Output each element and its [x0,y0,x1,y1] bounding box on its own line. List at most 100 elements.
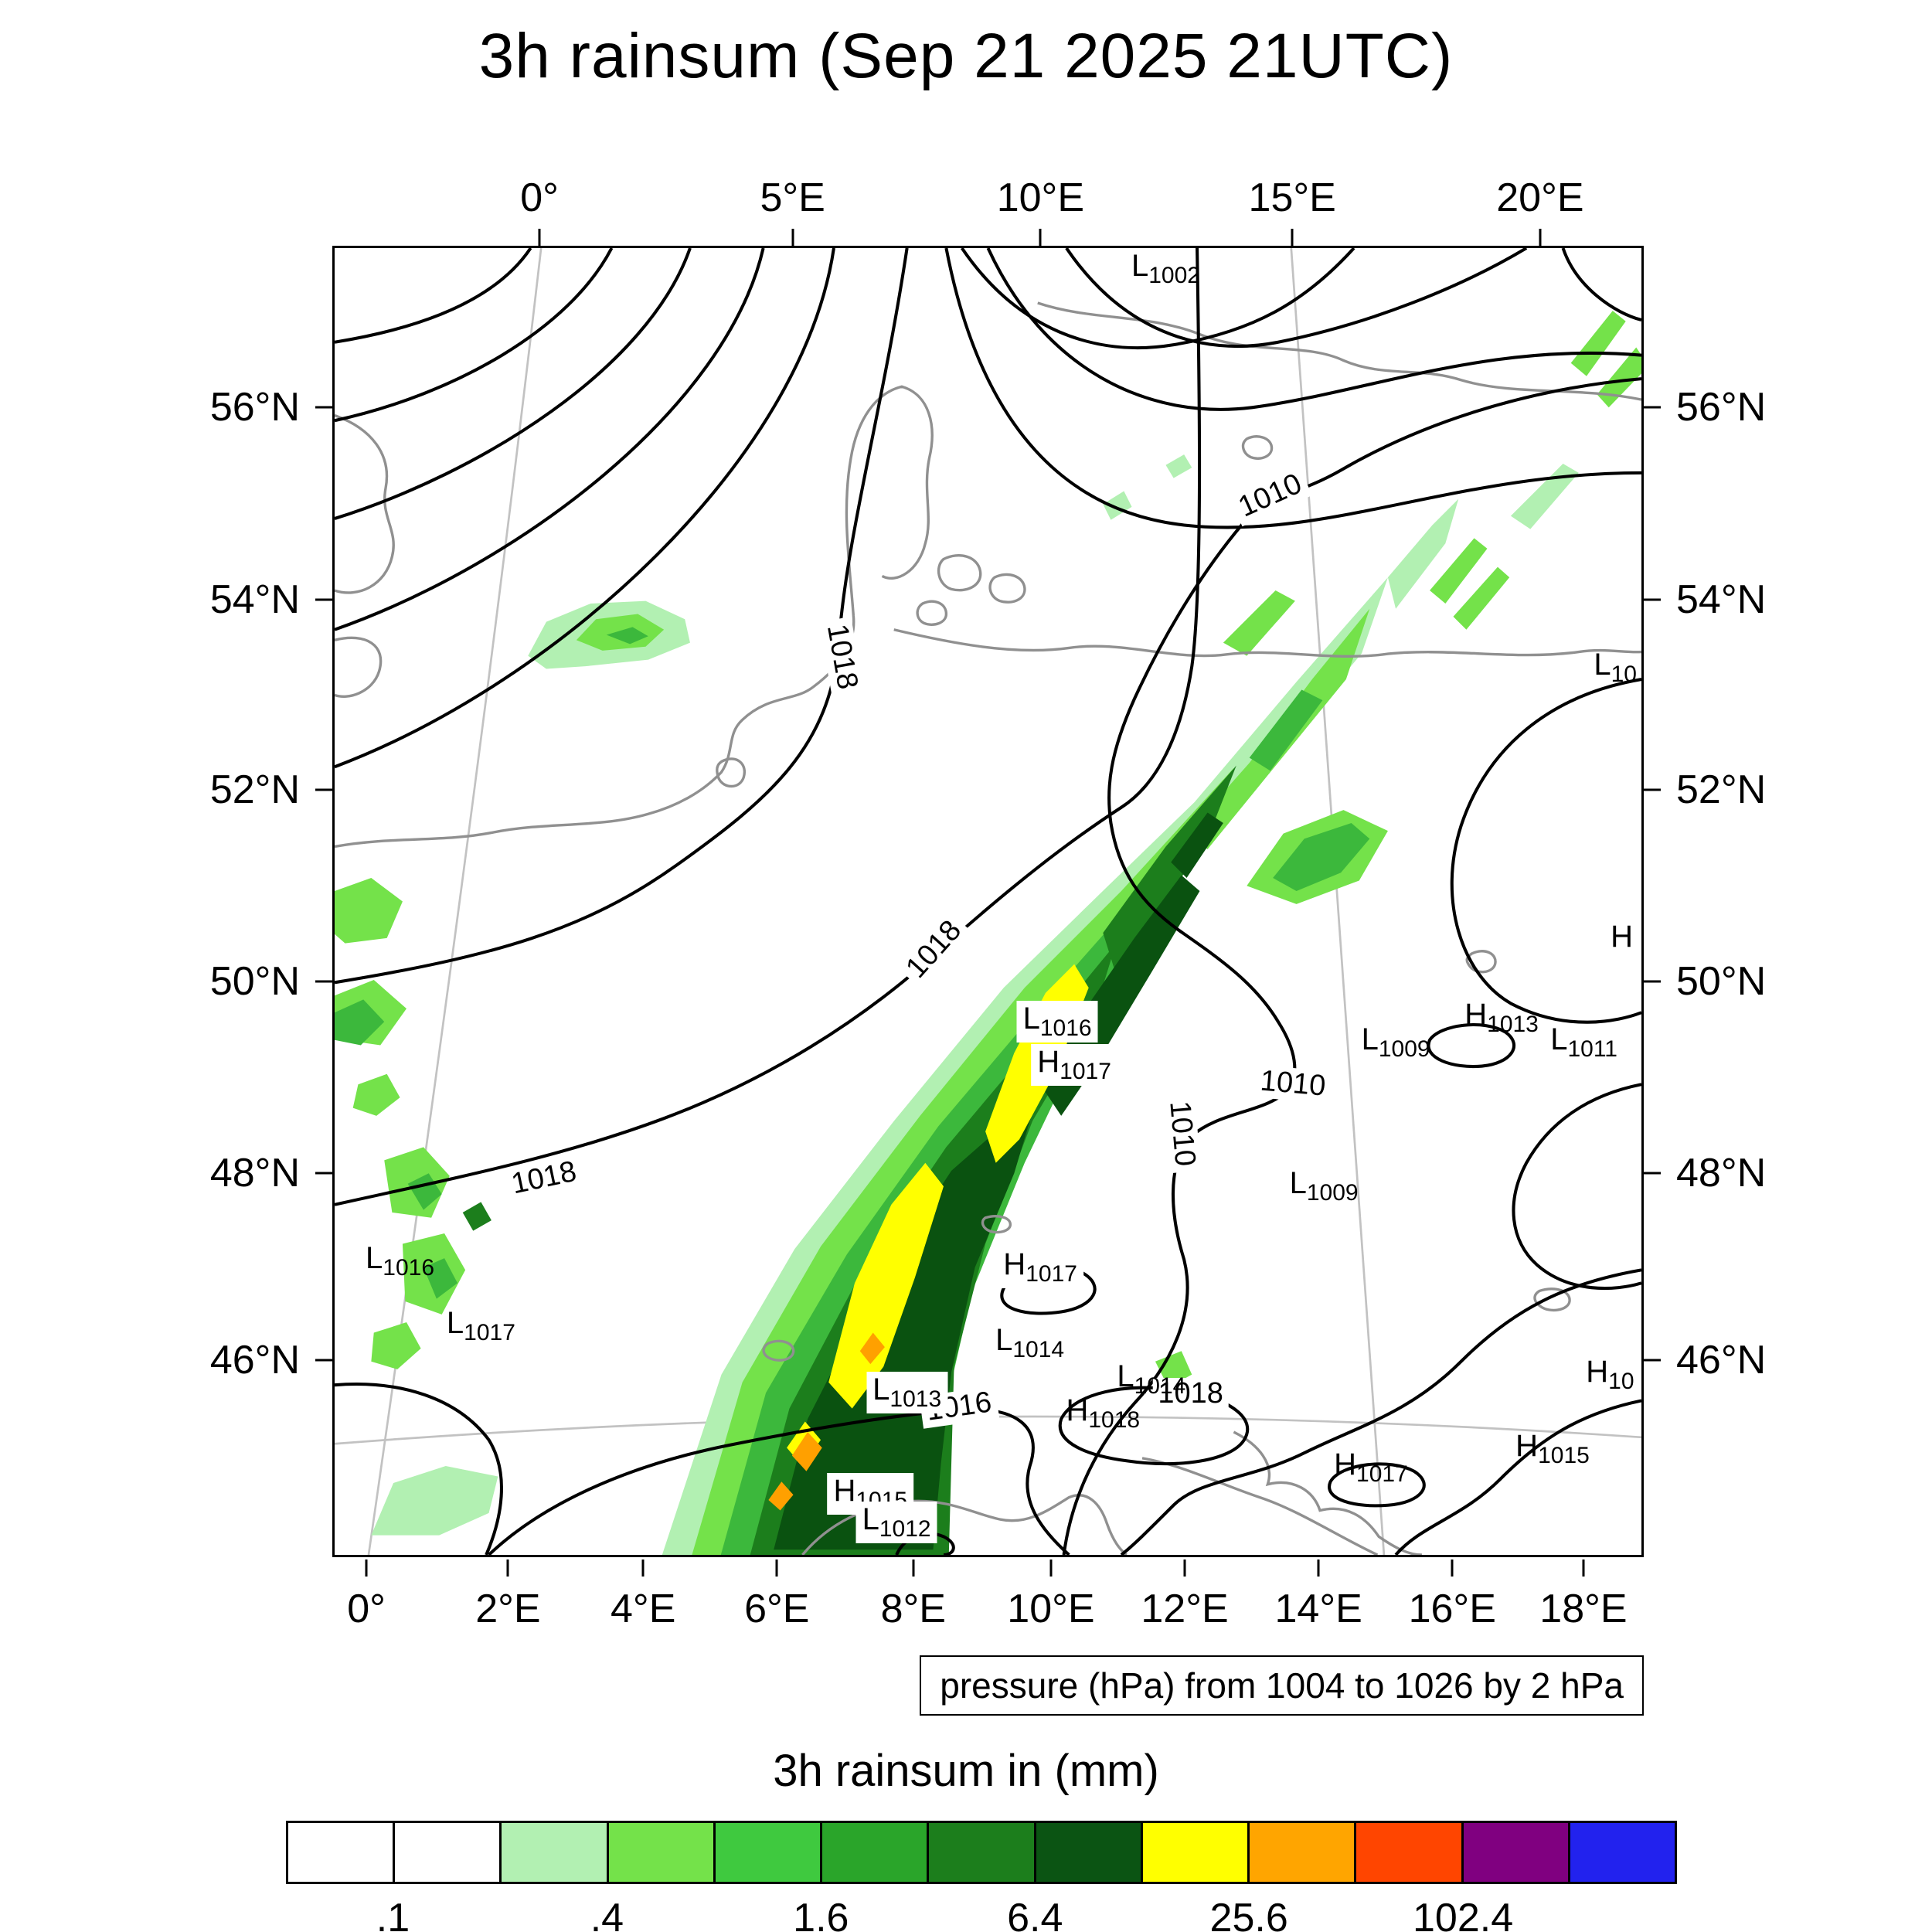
axis-tick-label: 0° [347,1587,386,1631]
pressure-center-letter: H [1334,1447,1357,1481]
colorbar-tick-label: 6.4 [1007,1896,1063,1932]
colorbar-labels: .1 .4 1.6 6.4 25.6 102.4 [286,1895,1677,1932]
contour-label: 1018 [1152,1378,1229,1410]
pressure-center-letter: H [1611,920,1634,954]
pressure-center-value: 1018 [1088,1407,1141,1434]
axis-tick-mark [912,1560,915,1577]
pressure-center-value: 1009 [1306,1180,1359,1206]
axis-tick-mark [1291,229,1294,246]
pressure-center-value: 1017 [464,1320,515,1346]
axis-tick-mark [315,1359,332,1362]
colorbar [286,1821,1677,1884]
axis-tick-label: 14°E [1274,1587,1362,1631]
axis-tick-label: 6°E [744,1587,810,1631]
axis-tick-label: 46°N [209,1338,300,1383]
axis-tick-mark [538,229,541,246]
axis-tick-label: 10°E [1007,1587,1095,1631]
pressure-center-value: 1009 [1378,1036,1430,1063]
map-label-overlay: 1018 1010 1018 1018 1010 1010 1016 1018 L1002 L10… [335,248,1641,1555]
pressure-center-value: 10 [1611,661,1637,687]
pressure-center-value: 1012 [879,1515,931,1542]
colorbar-cell [1356,1823,1464,1882]
axis-tick-label: 5°E [760,175,825,220]
pressure-center-letter: L [1131,249,1149,284]
contour-label: 1018 [502,1155,585,1202]
axis-tick-mark [315,406,332,409]
colorbar-cell [608,1823,716,1882]
pressure-center-label: L1002 [1131,250,1200,287]
pressure-center-letter: H [1515,1429,1539,1464]
axis-tick-label: 48°N [209,1150,300,1196]
colorbar-cell [1036,1823,1143,1882]
colorbar-cell [822,1823,930,1882]
axis-tick-label: 18°E [1539,1587,1628,1631]
axis-tick-mark [1451,1560,1454,1577]
axis-tick-mark [641,1560,645,1577]
axis-tick-mark [315,598,332,601]
axis-tick-mark [1183,1560,1186,1577]
pressure-center-label: L1011 [1550,1024,1617,1061]
axis-tick-mark [1539,229,1542,246]
axis-tick-mark [1644,980,1661,983]
pressure-center-value: 1017 [1060,1058,1111,1084]
axis-tick-label: 50°N [1676,959,1767,1005]
pressure-center-letter: H [1586,1354,1609,1389]
axis-tick-mark [1644,788,1661,791]
pressure-caption: pressure (hPa) from 1004 to 1026 by 2 hP… [920,1655,1644,1716]
colorbar-cell [1463,1823,1570,1882]
pressure-center-letter: L [872,1372,890,1407]
pressure-center-label: L1012 [855,1501,937,1543]
axis-tick-label: 56°N [209,384,300,430]
axis-tick-label: 54°N [1676,577,1767,623]
pressure-center-letter: L [1550,1022,1568,1057]
axis-left: 56°N 54°N 52°N 50°N 48°N 46°N [139,246,332,1557]
axis-tick-label: 2°E [475,1587,541,1631]
axis-tick-label: 12°E [1141,1587,1229,1631]
axis-tick-mark [1644,598,1661,601]
colorbar-tick-label: 25.6 [1209,1896,1288,1932]
pressure-center-value: 1016 [1039,1015,1092,1042]
weather-map-graphic [335,248,1641,1555]
axis-tick-mark [1039,229,1042,246]
axis-tick-mark [775,1560,778,1577]
pressure-center-label: H1015 [1515,1430,1590,1468]
pressure-center-value: 1011 [1567,1036,1617,1063]
pressure-center-label: L1009 [1290,1168,1359,1205]
contour-label: 1018 [896,910,972,989]
contour-label: 1010 [1229,466,1312,527]
pressure-center-label: H1017 [1031,1043,1117,1086]
pressure-center-letter: L [366,1240,383,1275]
axis-tick-mark [1644,1359,1661,1362]
colorbar-cell [1250,1823,1357,1882]
axis-tick-mark [315,1172,332,1175]
colorbar-cell [1142,1823,1250,1882]
pressure-center-label: L10 [1594,649,1637,686]
pressure-center-label: L1016 [1016,1001,1098,1043]
pressure-center-letter: H [1464,997,1488,1032]
pressure-center-letter: H [1037,1044,1060,1079]
axis-tick-label: 46°N [1676,1338,1767,1383]
colorbar-cell [288,1823,396,1882]
pressure-center-label: H10 [1586,1356,1634,1393]
pressure-center-value: 1014 [1134,1373,1186,1400]
pressure-center-label: H1018 [1066,1395,1140,1432]
pressure-center-value: 1013 [1487,1011,1539,1037]
colorbar-cell [929,1823,1036,1882]
contour-label: 1018 [818,617,865,698]
axis-tick-label: 0° [520,175,559,220]
pressure-center-value: 1002 [1148,263,1200,289]
pressure-center-letter: L [1594,647,1611,682]
colorbar-tick-label: 1.6 [793,1896,849,1932]
axis-tick-mark [1317,1560,1320,1577]
axis-right: 56°N 54°N 52°N 50°N 48°N 46°N [1644,246,1837,1557]
axis-tick-label: 52°N [209,767,300,813]
colorbar-title: 3h rainsum in (mm) [773,1746,1159,1796]
pressure-center-letter: L [1361,1022,1379,1057]
rain-shading [335,311,1641,1555]
pressure-center-value: 1016 [383,1254,435,1281]
pressure-center-letter: H [1066,1393,1089,1428]
axis-tick-label: 50°N [209,959,300,1005]
map-frame: 1018 1010 1018 1018 1010 1010 1016 1018 L1002 L10… [332,246,1644,1557]
pressure-center-label: L1013 [866,1372,948,1414]
pressure-center-letter: L [446,1306,464,1341]
